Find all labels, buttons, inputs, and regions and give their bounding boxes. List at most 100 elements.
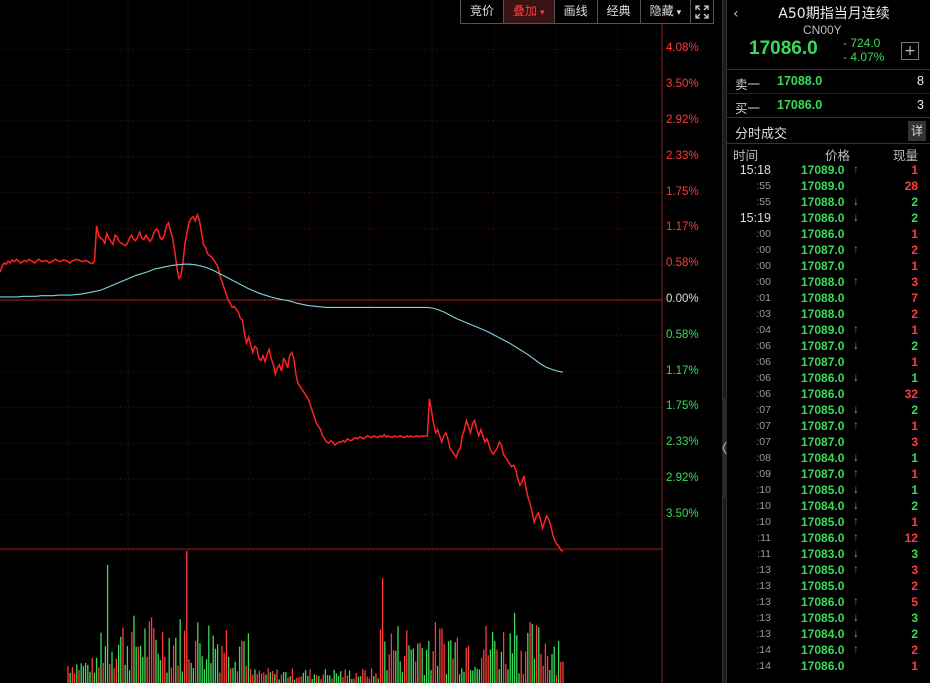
arrow-up-icon: ↑ [853, 514, 859, 528]
tick-volume: 2 [911, 195, 918, 209]
instrument-code: CN00Y [803, 23, 842, 37]
y-label-up: 2.92% [666, 114, 699, 126]
tick-volume: 12 [904, 531, 918, 545]
y-label-up: 1.17% [666, 221, 699, 234]
tick-row: :55 17089.0 28 [727, 178, 930, 194]
y-label-down: 3.50% [666, 507, 699, 520]
tick-volume: 1 [911, 371, 918, 385]
tick-time: :00 [756, 260, 771, 272]
add-watchlist-button[interactable]: + [901, 42, 919, 60]
draw-line-button[interactable]: 画线 [555, 0, 598, 23]
overlay-button[interactable]: 叠加 ▾ [504, 0, 555, 23]
tick-row: :13 17086.0 ↑ 5 [727, 594, 930, 610]
panel-divider[interactable] [722, 0, 727, 683]
caret-down-icon: ▾ [676, 8, 682, 18]
tick-row: :00 17087.0 ↑ 2 [727, 242, 930, 258]
tick-time: :01 [756, 292, 771, 304]
tick-row: 15:18 17089.0 ↑ 1 [727, 162, 930, 178]
classic-button[interactable]: 经典 [598, 0, 641, 23]
tick-row: :00 17086.0 1 [727, 226, 930, 242]
detail-button[interactable]: 详 [908, 121, 926, 141]
tick-price: 17086.0 [801, 371, 845, 385]
arrow-up-icon: ↑ [853, 466, 859, 480]
tick-time: :55 [756, 196, 771, 208]
arrow-up-icon: ↑ [853, 594, 859, 608]
arrow-up-icon: ↑ [853, 530, 859, 544]
y-label-up: 1.75% [666, 185, 699, 198]
bid-row: 买一 17086.0 3 [727, 94, 930, 118]
bid-price: 17086.0 [777, 98, 823, 112]
tick-volume: 7 [911, 291, 918, 305]
y-label-up: 2.33% [666, 149, 699, 162]
y-label-down: 0.58% [666, 328, 699, 341]
tick-volume: 2 [911, 499, 918, 513]
col-price: 价格 [825, 148, 851, 163]
tick-volume: 2 [911, 307, 918, 321]
y-label-up: 3.50% [666, 78, 699, 91]
tick-volume: 3 [911, 611, 918, 625]
tick-price: 17087.0 [801, 467, 845, 481]
tick-time: :10 [756, 516, 771, 528]
tick-volume: 2 [911, 643, 918, 657]
last-price: 17086.0 [749, 38, 818, 59]
tick-time: :06 [756, 388, 771, 400]
tick-row: :13 17085.0 2 [727, 578, 930, 594]
bidding-button[interactable]: 竞价 [461, 0, 505, 23]
y-label-down: 1.75% [666, 400, 699, 413]
tick-price: 17085.0 [801, 403, 845, 417]
tick-row: :10 17084.0 ↓ 2 [727, 498, 930, 514]
tick-price: 17086.0 [801, 227, 845, 241]
tick-time: :11 [757, 548, 771, 560]
tick-time: :14 [756, 660, 771, 672]
y-label-down: 2.33% [666, 436, 699, 449]
chart-area[interactable]: 竞价 叠加 ▾ 画线 经典 隐藏 ▾ 4.08% 3.50% 2.92% 2.33% 1.7… [0, 0, 722, 683]
tick-time: :08 [756, 452, 771, 464]
ask-label: 卖一 [735, 77, 761, 92]
tick-volume: 1 [911, 451, 918, 465]
tick-price: 17084.0 [801, 627, 845, 641]
back-arrow-icon[interactable]: ‹ [733, 6, 739, 22]
tick-price: 17087.0 [801, 259, 845, 273]
tick-time: :13 [756, 564, 771, 576]
ask-volume: 8 [917, 74, 924, 88]
price-line [0, 212, 564, 552]
tick-row: :07 17085.0 ↓ 2 [727, 402, 930, 418]
intraday-chart[interactable] [0, 0, 722, 683]
tick-row: :11 17083.0 ↓ 3 [727, 546, 930, 562]
tick-time: :11 [757, 532, 771, 544]
tick-volume: 1 [911, 483, 918, 497]
collapse-handle[interactable] [722, 398, 727, 498]
arrow-up-icon: ↑ [853, 242, 859, 256]
tick-price: 17087.0 [801, 243, 845, 257]
tick-volume: 2 [911, 403, 918, 417]
tick-row: :06 17086.0 ↓ 1 [727, 370, 930, 386]
tick-time: :13 [756, 628, 771, 640]
tick-price: 17085.0 [801, 563, 845, 577]
tick-price: 17086.0 [801, 659, 845, 673]
tick-time: :00 [756, 276, 771, 288]
arrow-down-icon: ↓ [853, 546, 859, 560]
change-value: - 724.0 [843, 36, 881, 50]
tick-price: 17088.0 [801, 195, 845, 209]
ticks-list[interactable]: 15:18 17089.0 ↑ 1:55 17089.0 28:55 17088.0 ↓ 2 15… [727, 162, 930, 674]
tick-price: 17083.0 [801, 547, 845, 561]
tick-price: 17088.0 [801, 307, 845, 321]
tick-price: 17085.0 [801, 515, 845, 529]
fullscreen-icon[interactable] [691, 0, 713, 23]
tick-volume: 1 [911, 163, 918, 177]
tick-time: :07 [756, 420, 771, 432]
tick-time: :06 [756, 356, 771, 368]
tick-price: 17086.0 [801, 387, 845, 401]
tick-row: :07 17087.0 ↑ 1 [727, 418, 930, 434]
tick-row: :07 17087.0 3 [727, 434, 930, 450]
tick-volume: 2 [911, 211, 918, 225]
tick-price: 17086.0 [801, 211, 845, 225]
tick-price: 17084.0 [801, 499, 845, 513]
tick-price: 17088.0 [801, 291, 845, 305]
tick-time: :04 [756, 324, 771, 336]
tick-price: 17085.0 [801, 611, 845, 625]
instrument-title: A50期指当月连续 [778, 6, 890, 22]
arrow-down-icon: ↓ [853, 450, 859, 464]
tick-time: :00 [756, 244, 771, 256]
hide-button[interactable]: 隐藏 ▾ [641, 0, 692, 23]
